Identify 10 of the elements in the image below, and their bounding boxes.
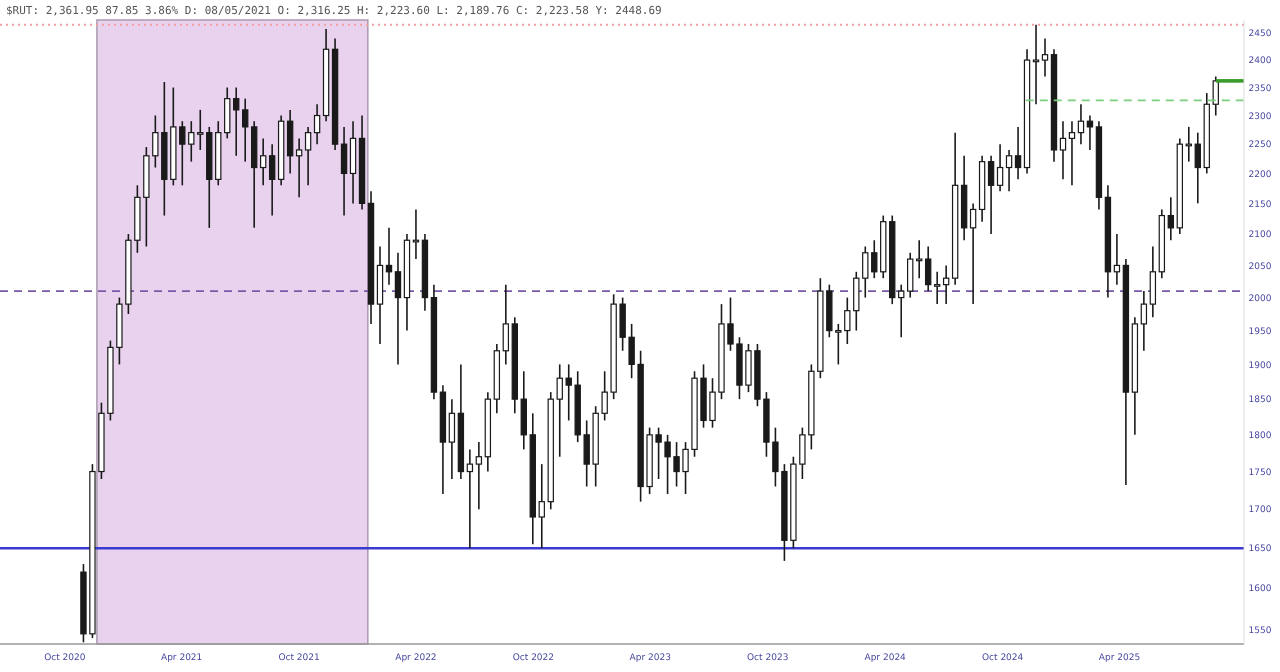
candlestick bbox=[996, 143, 1004, 193]
candlestick bbox=[978, 154, 986, 223]
candlestick bbox=[448, 398, 456, 480]
candlestick bbox=[1005, 149, 1013, 193]
candlestick bbox=[1077, 103, 1085, 145]
candlestick bbox=[1068, 120, 1076, 187]
candlestick bbox=[924, 245, 932, 292]
candlestick bbox=[987, 154, 995, 235]
candlestick bbox=[349, 120, 357, 205]
candlestick bbox=[286, 109, 294, 175]
